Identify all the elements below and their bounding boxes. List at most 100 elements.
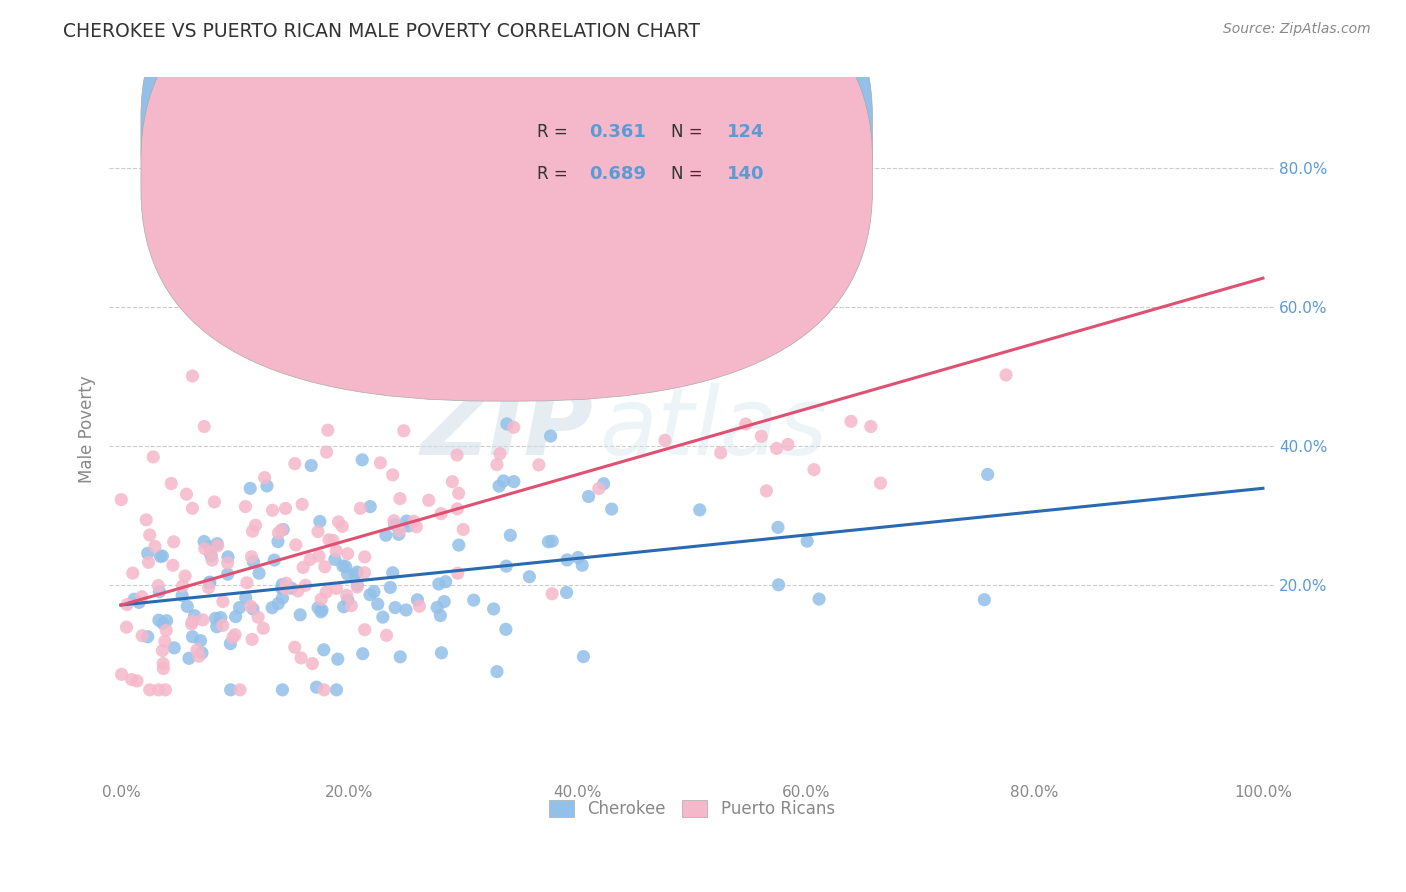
Point bbox=[430, 327, 453, 342]
Point bbox=[418, 493, 440, 508]
Point bbox=[271, 591, 294, 605]
Point bbox=[193, 419, 215, 434]
Point bbox=[499, 528, 522, 542]
Point bbox=[311, 603, 333, 617]
Point bbox=[359, 588, 381, 602]
Point bbox=[388, 491, 411, 506]
Point bbox=[288, 607, 311, 622]
Point bbox=[353, 566, 375, 580]
Point bbox=[205, 620, 228, 634]
Point bbox=[110, 492, 132, 507]
Point bbox=[201, 553, 224, 567]
Point bbox=[624, 357, 647, 371]
Point bbox=[194, 541, 217, 556]
Point bbox=[541, 534, 564, 549]
Point bbox=[139, 682, 162, 697]
Point bbox=[346, 580, 368, 594]
Point bbox=[143, 540, 166, 554]
Text: 140: 140 bbox=[727, 165, 765, 184]
Point bbox=[839, 414, 862, 428]
Point bbox=[200, 546, 222, 560]
Point bbox=[332, 559, 354, 574]
Point bbox=[323, 552, 346, 566]
Point bbox=[187, 649, 209, 664]
Point bbox=[553, 366, 575, 380]
Point bbox=[172, 579, 194, 593]
Point bbox=[600, 502, 623, 516]
Point bbox=[271, 523, 294, 537]
Point bbox=[287, 583, 309, 598]
Point bbox=[235, 500, 257, 514]
Point bbox=[567, 550, 589, 565]
Point bbox=[359, 500, 381, 514]
Point bbox=[153, 634, 176, 648]
Point bbox=[371, 610, 394, 624]
Point bbox=[495, 623, 517, 637]
Point bbox=[446, 501, 468, 516]
Point bbox=[228, 600, 250, 615]
Point bbox=[198, 575, 221, 590]
Point bbox=[148, 682, 170, 697]
Point bbox=[267, 597, 290, 611]
Point bbox=[485, 665, 508, 679]
Point bbox=[209, 610, 232, 624]
Point bbox=[352, 453, 374, 467]
Point bbox=[217, 567, 239, 582]
Point bbox=[262, 600, 284, 615]
Point bbox=[271, 682, 294, 697]
Point bbox=[276, 576, 298, 591]
Point bbox=[186, 643, 208, 657]
Point bbox=[284, 640, 307, 655]
Point bbox=[395, 514, 418, 528]
Point bbox=[430, 646, 453, 660]
Point bbox=[495, 559, 517, 574]
Point bbox=[307, 600, 329, 615]
FancyBboxPatch shape bbox=[471, 95, 792, 211]
Point bbox=[540, 429, 562, 443]
Point bbox=[200, 545, 222, 559]
Point bbox=[405, 520, 427, 534]
Point bbox=[217, 549, 239, 564]
Point bbox=[267, 534, 290, 549]
Point bbox=[270, 523, 292, 537]
Point bbox=[388, 527, 411, 541]
Point bbox=[803, 462, 825, 476]
Point bbox=[654, 434, 676, 448]
Point bbox=[149, 549, 172, 564]
Point bbox=[380, 581, 402, 595]
Point bbox=[308, 549, 330, 563]
Point bbox=[485, 458, 508, 472]
Point bbox=[212, 594, 235, 608]
Point bbox=[152, 661, 174, 675]
Point bbox=[395, 603, 418, 617]
Point bbox=[325, 543, 347, 558]
Point bbox=[447, 538, 470, 552]
Point bbox=[702, 330, 724, 344]
Point bbox=[235, 591, 257, 605]
Point bbox=[406, 592, 429, 607]
Point bbox=[315, 585, 337, 599]
Point bbox=[330, 519, 353, 533]
Point bbox=[239, 599, 262, 614]
Point bbox=[301, 657, 323, 671]
Point bbox=[148, 578, 170, 592]
Point bbox=[193, 534, 215, 549]
Point bbox=[200, 549, 222, 563]
Point bbox=[191, 646, 214, 660]
Point bbox=[446, 448, 468, 462]
Point bbox=[384, 517, 406, 532]
Point bbox=[430, 507, 453, 521]
Point bbox=[578, 490, 600, 504]
Point bbox=[242, 602, 264, 616]
Point bbox=[181, 615, 204, 629]
Point bbox=[389, 649, 412, 664]
Point bbox=[381, 566, 404, 580]
Point bbox=[336, 588, 359, 602]
Point bbox=[247, 610, 270, 624]
Point bbox=[973, 592, 995, 607]
Point bbox=[308, 515, 330, 529]
Point bbox=[340, 599, 363, 613]
Point bbox=[290, 651, 312, 665]
Point bbox=[229, 682, 252, 697]
Point bbox=[381, 467, 404, 482]
